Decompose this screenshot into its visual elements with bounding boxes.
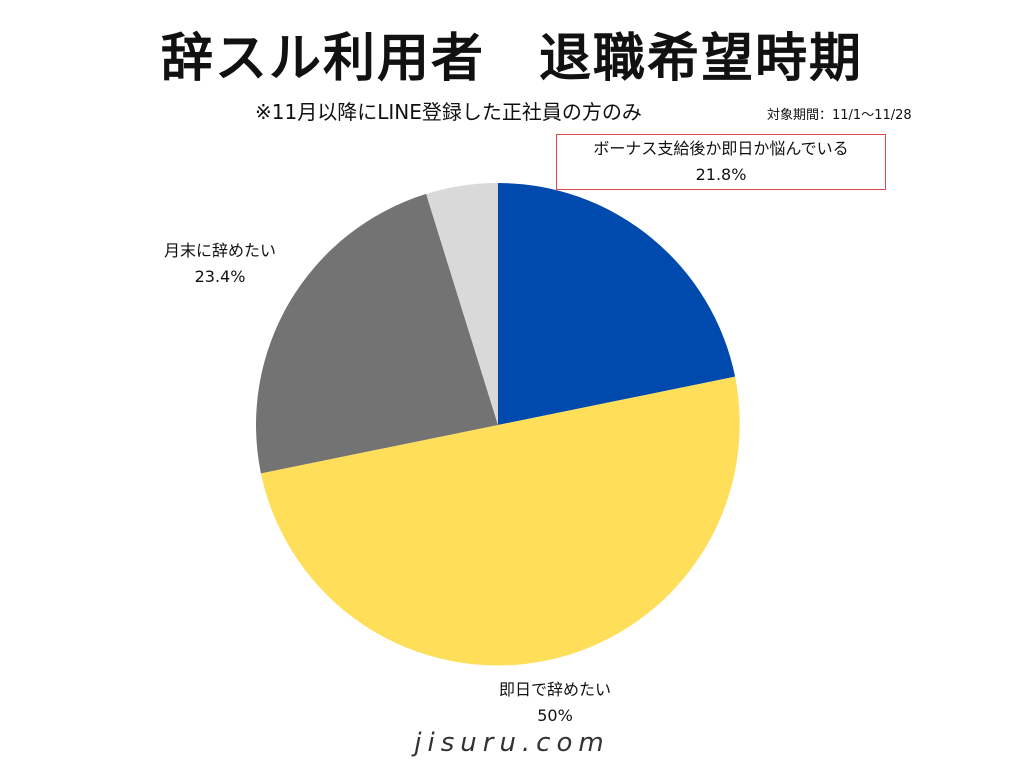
slice-value-text: 50% bbox=[537, 706, 573, 725]
slice-immediate bbox=[260, 376, 740, 666]
chart-subtitle: ※11月以降にLINE登録した正社員の方のみ bbox=[255, 100, 642, 124]
slice-month-end bbox=[256, 193, 498, 474]
slice-label-month-end: 月末に辞めたい 23.4% bbox=[130, 238, 310, 290]
slice-value-text: 21.8% bbox=[695, 165, 747, 184]
chart-title: 辞スル利用者 退職希望時期 bbox=[160, 29, 863, 89]
slice-label-text: 月末に辞めたい bbox=[163, 241, 276, 260]
slice-label-immediate: 即日で辞めたい 50% bbox=[440, 677, 670, 729]
slice-label-bonus-undecided: ボーナス支給後か即日か悩んでいる 21.8% bbox=[556, 134, 886, 190]
slice-value-text: 23.4% bbox=[194, 267, 246, 286]
slice-bonus-undecided bbox=[498, 183, 736, 425]
slice-label-text: 即日で辞めたい bbox=[498, 680, 611, 699]
slice-label-text: ボーナス支給後か即日か悩んでいる bbox=[593, 139, 849, 158]
slice-other bbox=[426, 183, 498, 425]
site-footer: jisuru.com bbox=[414, 728, 610, 758]
period-note: 対象期間：11/1〜11/28 bbox=[767, 108, 912, 123]
